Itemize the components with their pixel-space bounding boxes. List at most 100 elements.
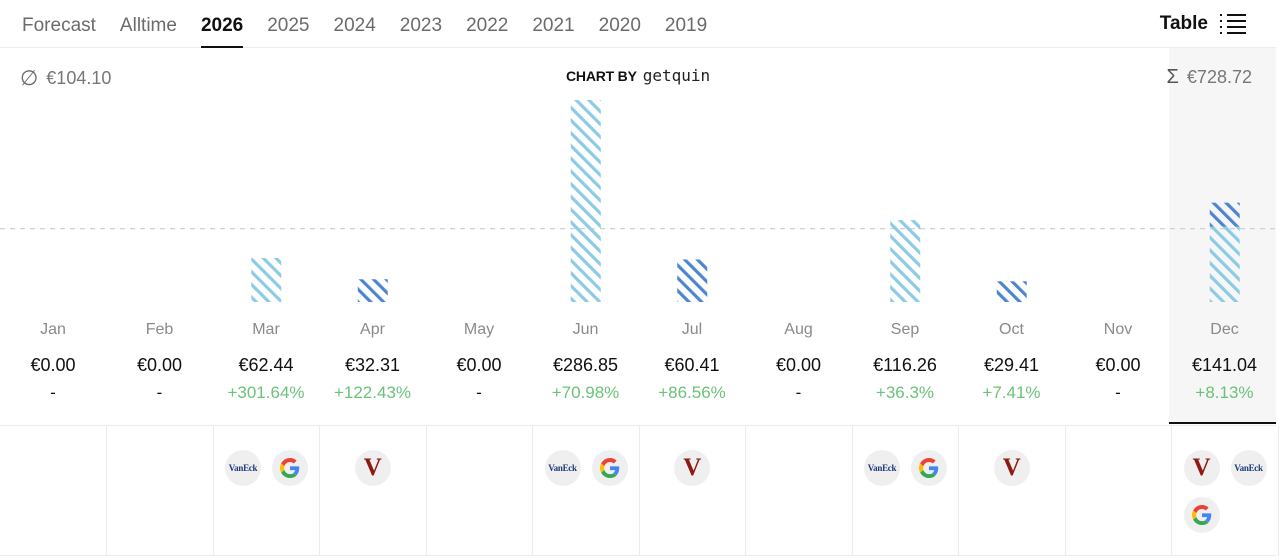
- month-change: -: [50, 383, 56, 402]
- month-amount: €0.00: [1095, 355, 1141, 375]
- vanguard-logo-text: V: [683, 454, 702, 481]
- month-change: +7.41%: [982, 383, 1041, 402]
- month-label: Apr: [360, 321, 385, 338]
- tab-bar: Forecast Alltime 2026 2025 2024 2023 2022 2021 2…: [0, 0, 1276, 48]
- month-label: Mar: [252, 321, 280, 338]
- vanguard-logo-text: V: [1192, 454, 1211, 481]
- month-column-apr[interactable]: Apr €32.31 +122.43%: [320, 318, 426, 403]
- bar-sep-series-1[interactable]: [890, 220, 921, 302]
- bar-jul-series-2[interactable]: [677, 259, 708, 302]
- month-column-nov[interactable]: Nov €0.00 -: [1065, 318, 1171, 403]
- vaneck-logo-text: VanEck: [228, 463, 258, 473]
- google-logo-icon[interactable]: [1183, 497, 1220, 533]
- month-column-jan[interactable]: Jan €0.00 -: [0, 318, 106, 403]
- logo-cell-mar: VanEck: [213, 426, 320, 556]
- month-change: -: [156, 383, 163, 402]
- google-g-icon: [919, 458, 939, 478]
- bars-group: [251, 100, 1240, 302]
- month-amount: €116.26: [873, 355, 937, 375]
- google-logo-icon[interactable]: [591, 450, 628, 486]
- vanguard-logo-icon[interactable]: V: [674, 450, 711, 486]
- logo-cell-sep: VanEck: [852, 426, 959, 556]
- sum-icon: Σ: [1166, 66, 1179, 88]
- chart-by-label: CHART BY: [566, 68, 637, 84]
- month-change: -: [1115, 383, 1121, 402]
- average-icon: ∅: [20, 67, 39, 90]
- month-label: Aug: [784, 321, 813, 338]
- google-logo-icon[interactable]: [272, 450, 308, 486]
- vaneck-logo-icon[interactable]: VanEck: [225, 450, 261, 486]
- month-amount: €60.41: [664, 355, 720, 375]
- vaneck-logo-icon[interactable]: VanEck: [544, 450, 581, 486]
- logo-cell-jul: V: [639, 426, 746, 556]
- tab-2026[interactable]: 2026: [200, 0, 244, 48]
- month-change: +70.98%: [551, 383, 620, 402]
- tab-2019[interactable]: 2019: [664, 15, 708, 36]
- vaneck-logo-text: VanEck: [1234, 463, 1263, 473]
- vanguard-logo-text: V: [363, 454, 382, 481]
- month-amount: €0.00: [456, 355, 502, 375]
- logo-cell-apr: V: [320, 426, 427, 556]
- month-amount: €0.00: [136, 355, 183, 375]
- month-change: +8.13%: [1195, 383, 1254, 402]
- tab-2021[interactable]: 2021: [532, 15, 575, 36]
- tab-2023[interactable]: 2023: [399, 15, 443, 36]
- month-column-sep[interactable]: Sep €116.26 +36.3%: [852, 318, 958, 403]
- google-logo-icon[interactable]: [911, 450, 947, 486]
- tab-alltime[interactable]: Alltime: [119, 15, 177, 36]
- vaneck-logo-text: VanEck: [548, 463, 577, 473]
- logo-cell-jan: [0, 426, 107, 556]
- month-label: Jul: [681, 321, 703, 338]
- bar-oct-series-2[interactable]: [996, 281, 1027, 302]
- bar-dec-series-2[interactable]: [1209, 202, 1240, 227]
- month-column-may[interactable]: May €0.00 -: [426, 318, 532, 403]
- month-amount: €286.85: [552, 355, 619, 375]
- month-column-feb[interactable]: Feb €0.00 -: [107, 318, 213, 403]
- vanguard-logo-icon[interactable]: V: [354, 450, 391, 486]
- selected-month-underline: [1169, 422, 1276, 424]
- tab-forecast[interactable]: Forecast: [22, 15, 96, 36]
- vanguard-logo-icon[interactable]: V: [993, 450, 1030, 486]
- month-amount: €29.41: [983, 355, 1040, 375]
- month-label: Sep: [890, 321, 920, 338]
- chart-by-brand: getquin: [642, 66, 711, 85]
- bar-dec-series-1[interactable]: [1209, 226, 1240, 302]
- bar-jun-series-1[interactable]: [570, 100, 601, 302]
- tab-2024[interactable]: 2024: [333, 15, 376, 36]
- month-amount: €32.31: [344, 355, 401, 375]
- month-change: +122.43%: [333, 383, 412, 402]
- month-column-jul[interactable]: Jul €60.41 +86.56%: [639, 318, 745, 403]
- month-amount: €141.04: [1191, 355, 1258, 375]
- average-value: €104.10: [46, 68, 112, 88]
- logo-cell-may: [426, 426, 533, 556]
- month-label: May: [463, 321, 495, 338]
- month-column-oct[interactable]: Oct €29.41 +7.41%: [959, 318, 1065, 403]
- logo-cell-jun: VanEck: [533, 426, 640, 556]
- vanguard-logo-text: V: [1002, 454, 1021, 481]
- month-column-mar[interactable]: Mar €62.44 +301.64%: [213, 318, 319, 403]
- payer-logos-row: VanEck V VanEck V VanEck V V VanEck: [0, 425, 1279, 556]
- list-icon: [1220, 14, 1246, 34]
- google-g-icon: [1191, 505, 1211, 525]
- bar-mar-series-1[interactable]: [251, 258, 282, 302]
- bar-apr-series-2[interactable]: [357, 279, 388, 302]
- tab-2025[interactable]: 2025: [267, 15, 310, 36]
- month-column-aug[interactable]: Aug €0.00 -: [746, 318, 852, 403]
- logo-cell-aug: [746, 426, 853, 556]
- tab-2020[interactable]: 2020: [598, 15, 641, 36]
- google-g-icon: [599, 458, 619, 478]
- month-change: +36.3%: [875, 383, 935, 402]
- table-view-toggle[interactable]: Table: [1160, 0, 1246, 48]
- tab-2022[interactable]: 2022: [466, 15, 509, 36]
- average-stat: ∅ €104.10: [20, 66, 111, 91]
- month-summary-row: Jan €0.00 - Feb €0.00 - Mar €62.44 +301.64% Apr €3…: [0, 318, 1276, 422]
- month-column-dec[interactable]: Dec €141.04 +8.13%: [1172, 318, 1278, 403]
- logo-cell-feb: [107, 426, 214, 556]
- month-change: +86.56%: [658, 383, 726, 402]
- vaneck-logo-icon[interactable]: VanEck: [1230, 450, 1267, 486]
- vaneck-logo-icon[interactable]: VanEck: [864, 450, 900, 486]
- month-label: Jan: [40, 321, 66, 338]
- total-value: €728.72: [1186, 67, 1252, 87]
- month-column-jun[interactable]: Jun €286.85 +70.98%: [533, 318, 639, 403]
- vanguard-logo-icon[interactable]: V: [1183, 450, 1220, 486]
